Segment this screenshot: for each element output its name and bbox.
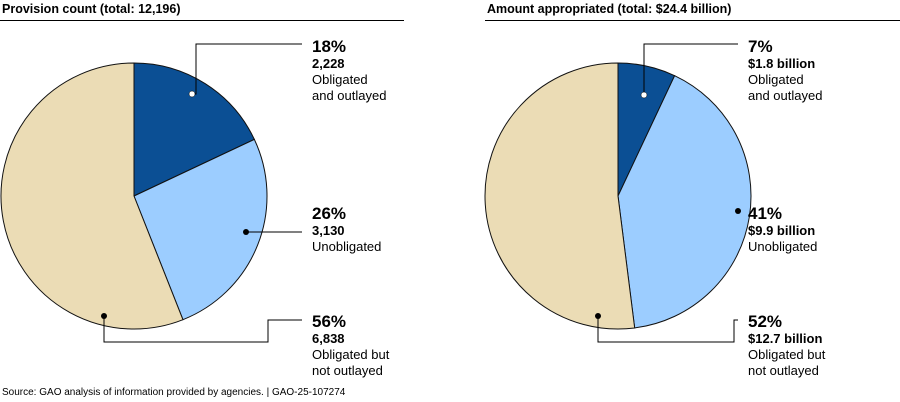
slice-category-line: Obligated but [748, 347, 826, 362]
title-divider [485, 20, 900, 21]
slice-category-line: Obligated [312, 72, 368, 87]
leader-dot-obligated-not-outlayed [101, 313, 107, 319]
slice-percent: 26% [312, 204, 347, 223]
pie-slice-obligated-not-outlayed [0, 62, 184, 330]
title-divider [0, 20, 404, 21]
amount-label-unobligated: 41% $9.9 billion Unobligated [748, 204, 898, 255]
slice-percent: 52% [748, 312, 783, 331]
leader-line-obligated-not-outlayed [597, 316, 738, 343]
slice-percent: 7% [748, 37, 773, 56]
leader-dot-unobligated [735, 208, 741, 214]
slice-category-line: and outlayed [748, 88, 823, 103]
leader-line-obligated-outlayed [643, 43, 738, 95]
amount-appropriated-panel: Amount appropriated (total: $24.4 billio… [484, 0, 900, 380]
slice-category-line: not outlayed [312, 363, 383, 378]
slice-category-line: Obligated [748, 72, 804, 87]
pie-slice-unobligated [617, 74, 752, 329]
amount-label-obligated-outlayed: 7% $1.8 billion Obligated and outlayed [748, 37, 898, 104]
amount-appropriated-title: Amount appropriated (total: $24.4 billio… [487, 2, 732, 16]
provision-label-obligated-outlayed: 18% 2,228 Obligated and outlayed [312, 37, 462, 104]
provision-label-obligated-not-outlayed: 56% 6,838 Obligated but not outlayed [312, 312, 462, 379]
slice-category-line: Obligated but [312, 347, 390, 362]
slice-percent: 18% [312, 37, 347, 56]
leader-dot-obligated-outlayed [188, 90, 196, 98]
provision-label-unobligated: 26% 3,130 Unobligated [312, 204, 462, 255]
pie-slice-obligated-not-outlayed [484, 62, 636, 330]
amount-appropriated-pie-chart [484, 43, 752, 343]
slice-category-line: and outlayed [312, 88, 387, 103]
source-note: Source: GAO analysis of information prov… [2, 387, 346, 398]
pie-slice-obligated-outlayed [133, 62, 256, 197]
pie-slice-unobligated [133, 138, 268, 321]
slice-value: $9.9 billion [748, 223, 816, 238]
slice-category-line: Unobligated [312, 239, 382, 254]
slice-percent: 41% [748, 204, 783, 223]
leader-dot-obligated-not-outlayed [595, 313, 601, 319]
slice-value: 2,228 [312, 56, 345, 71]
slice-value: 3,130 [312, 223, 345, 238]
slice-category-line: not outlayed [748, 363, 819, 378]
slice-value: 6,838 [312, 331, 345, 346]
leader-dot-unobligated [243, 229, 249, 235]
provision-count-title: Provision count (total: 12,196) [2, 2, 181, 16]
leader-dot-obligated-outlayed [640, 91, 648, 99]
leader-line-obligated-not-outlayed [103, 316, 302, 343]
provision-count-panel: Provision count (total: 12,196) 18% 2,22… [0, 0, 404, 380]
amount-label-obligated-not-outlayed: 52% $12.7 billion Obligated but not outl… [748, 312, 898, 379]
slice-value: $1.8 billion [748, 56, 816, 71]
provision-count-pie-chart [0, 43, 302, 343]
slice-category-line: Unobligated [748, 239, 818, 254]
slice-percent: 56% [312, 312, 347, 331]
slice-value: $12.7 billion [748, 331, 823, 346]
